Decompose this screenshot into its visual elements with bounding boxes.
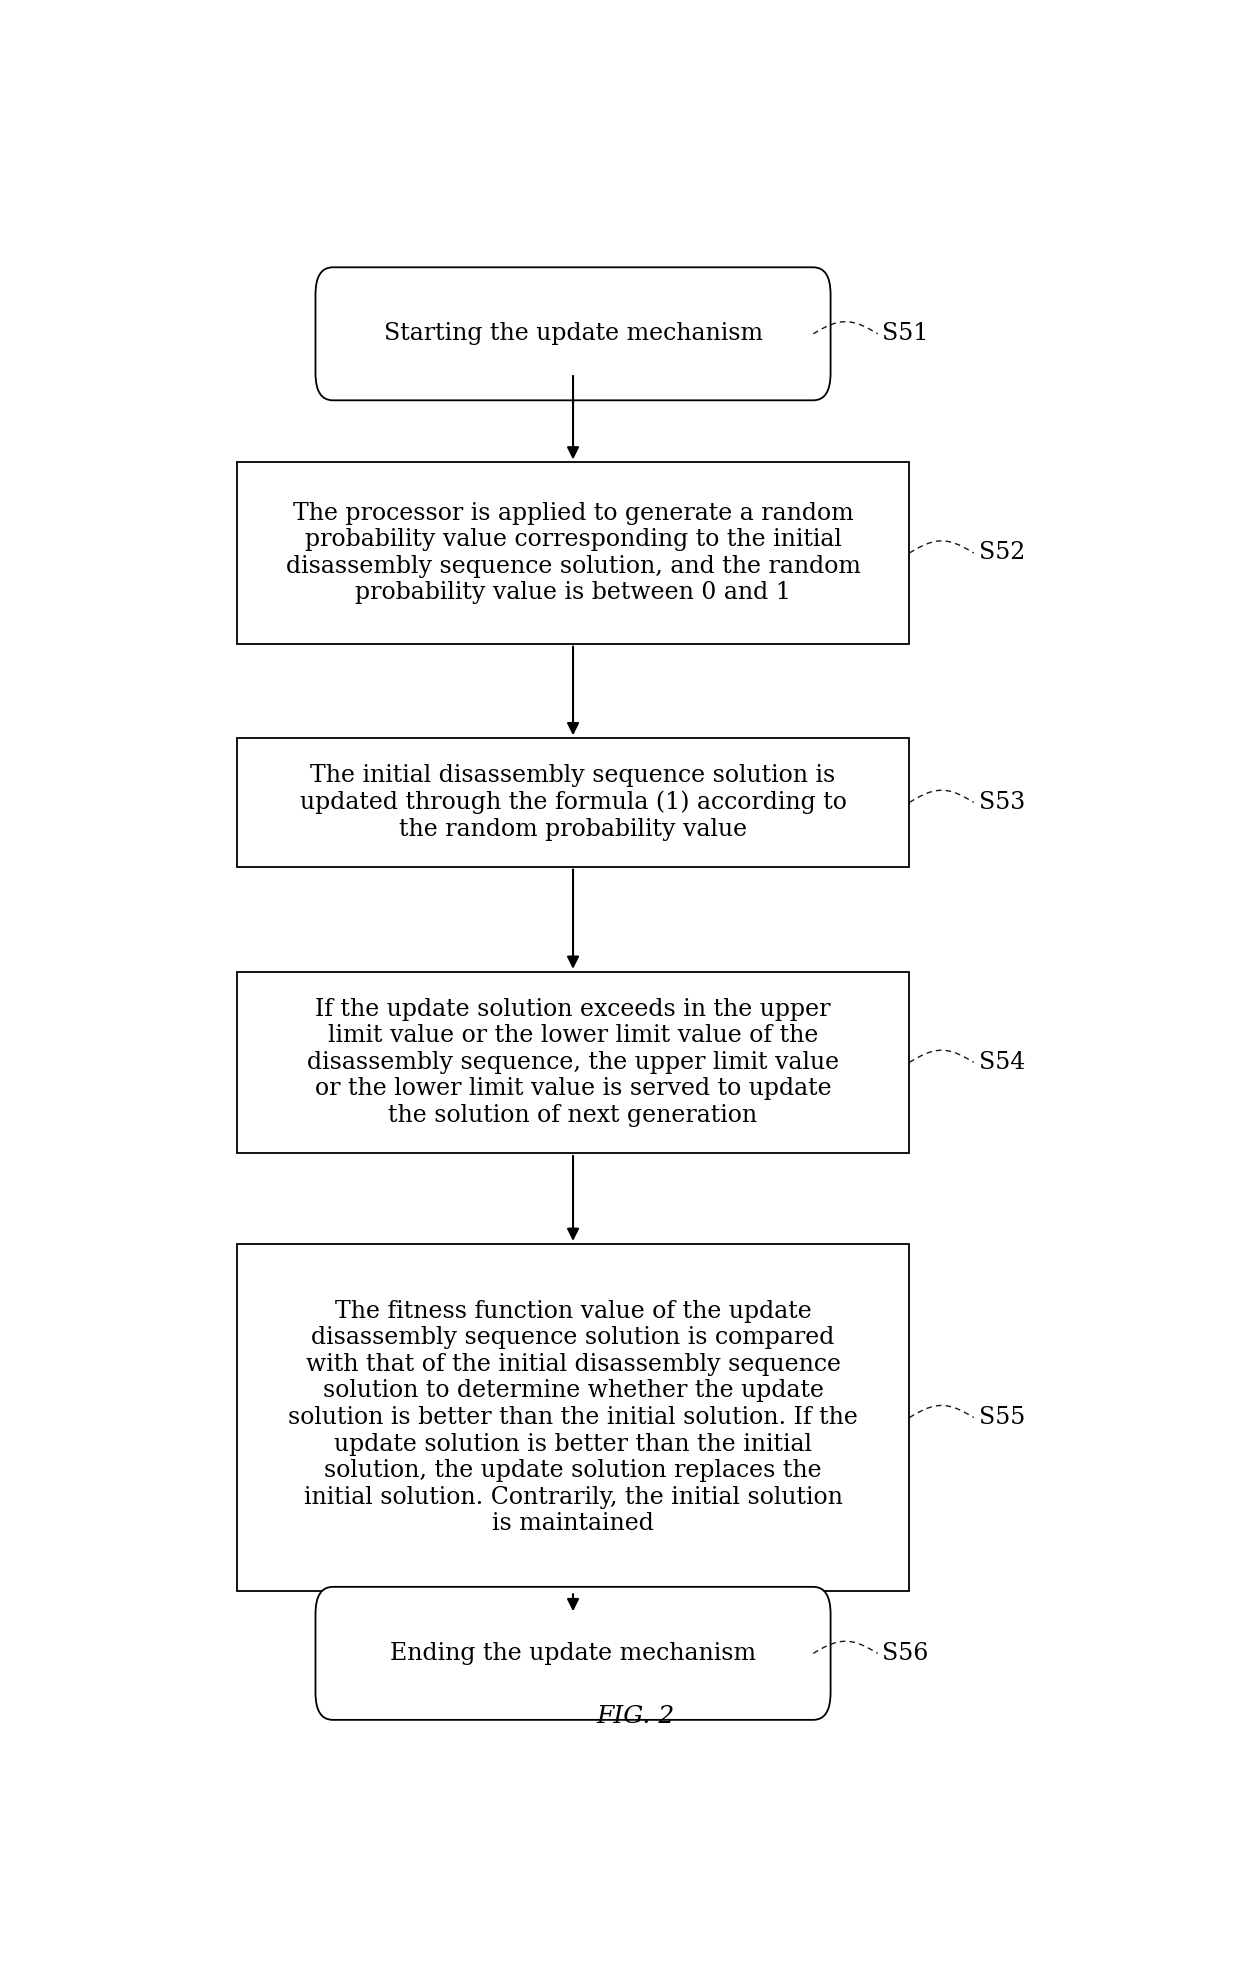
Text: The fitness function value of the update
disassembly sequence solution is compar: The fitness function value of the update… [288, 1300, 858, 1535]
Text: If the update solution exceeds in the upper
limit value or the lower limit value: If the update solution exceeds in the up… [308, 997, 839, 1127]
FancyBboxPatch shape [315, 267, 831, 400]
Text: Ending the update mechanism: Ending the update mechanism [391, 1641, 756, 1665]
Text: Starting the update mechanism: Starting the update mechanism [383, 322, 763, 345]
Text: The initial disassembly sequence solution is
updated through the formula (1) acc: The initial disassembly sequence solutio… [300, 764, 847, 840]
Bar [237, 972, 909, 1152]
Text: S51: S51 [883, 322, 929, 345]
Bar [237, 738, 909, 866]
Text: The processor is applied to generate a random
probability value corresponding to: The processor is applied to generate a r… [285, 503, 861, 605]
Text: S56: S56 [883, 1641, 929, 1665]
Bar [237, 1245, 909, 1592]
FancyBboxPatch shape [315, 1586, 831, 1720]
Text: S53: S53 [978, 791, 1024, 815]
Text: S55: S55 [978, 1406, 1024, 1429]
Text: S52: S52 [978, 542, 1025, 565]
Bar [237, 461, 909, 644]
Text: S54: S54 [978, 1050, 1025, 1074]
Text: FIG. 2: FIG. 2 [596, 1706, 675, 1727]
